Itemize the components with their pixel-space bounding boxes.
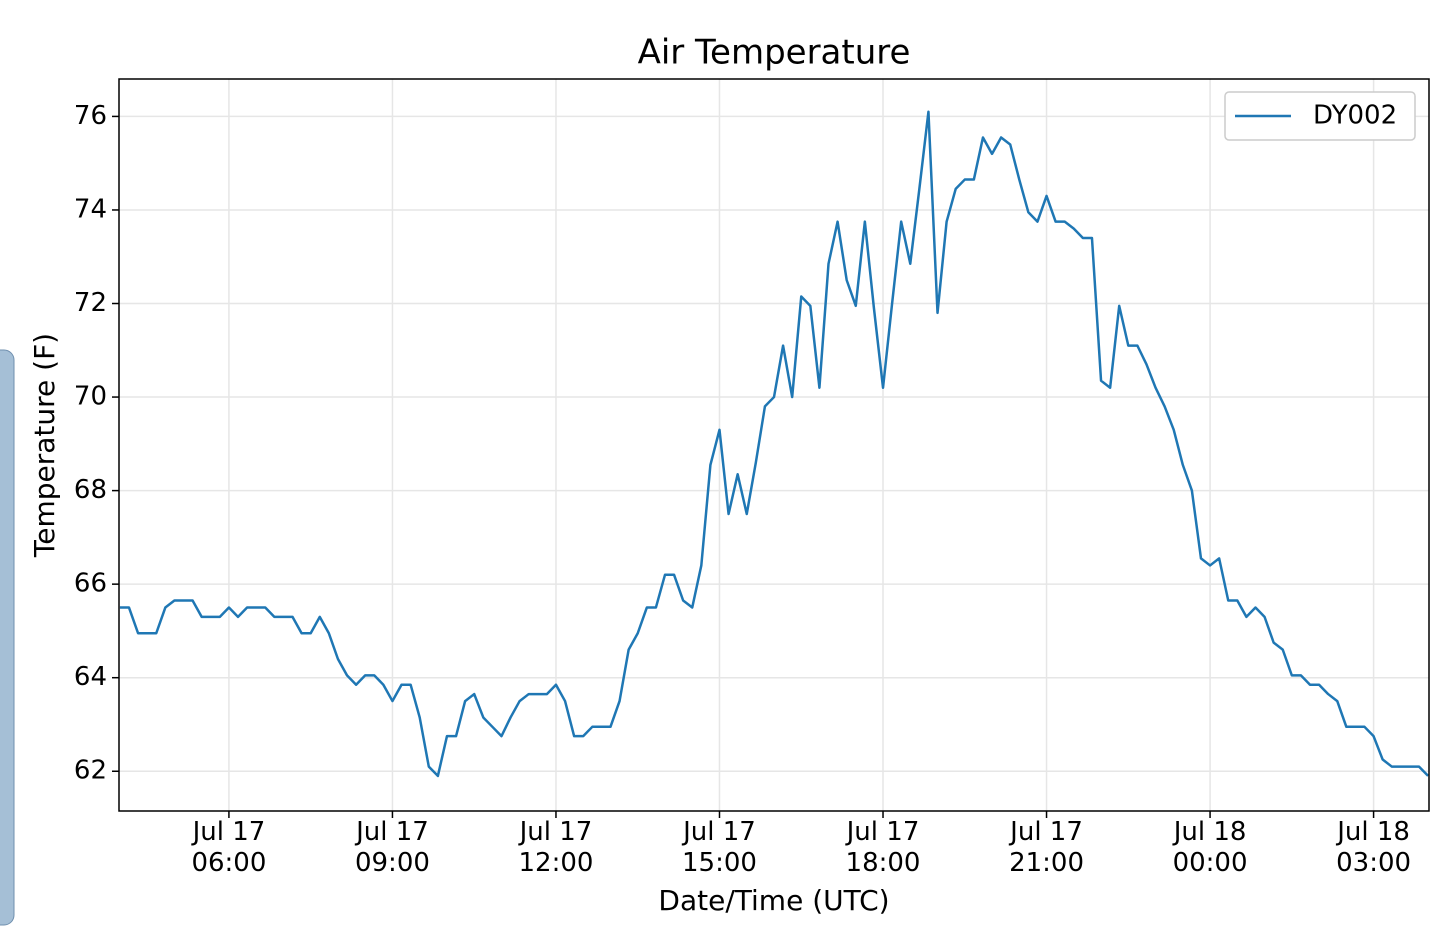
plot-frame [118, 78, 1430, 812]
x-tick-label: Jul 17 06:00 [191, 817, 267, 878]
legend-box [1224, 91, 1416, 141]
y-tick-label: 64 [74, 662, 107, 692]
y-tick-label: 68 [74, 475, 107, 505]
x-tick-label: Jul 17 21:00 [1009, 817, 1084, 878]
y-tick-label: 74 [74, 194, 107, 224]
x-tick-label: Jul 17 12:00 [518, 817, 594, 878]
x-axis-label: Date/Time (UTC) [658, 884, 889, 917]
data-line [119, 110, 1429, 778]
x-tick-label: Jul 18 00:00 [1172, 817, 1248, 878]
chart-title: Air Temperature [638, 33, 911, 73]
y-tick-label: 70 [74, 382, 107, 412]
y-axis-label: Temperature (F) [28, 333, 61, 558]
y-tick-label: 62 [74, 756, 107, 786]
x-tick-label: Jul 17 18:00 [845, 817, 921, 878]
x-tick-label: Jul 17 09:00 [354, 817, 430, 878]
legend-label: DY002 [1313, 101, 1397, 131]
side-panel [0, 349, 15, 926]
x-tick-label: Jul 18 03:00 [1336, 817, 1412, 878]
y-tick-label: 72 [74, 288, 107, 318]
y-tick-label: 76 [74, 101, 107, 131]
x-tick-label: Jul 17 15:00 [682, 817, 757, 878]
y-tick-label: 66 [74, 569, 107, 599]
